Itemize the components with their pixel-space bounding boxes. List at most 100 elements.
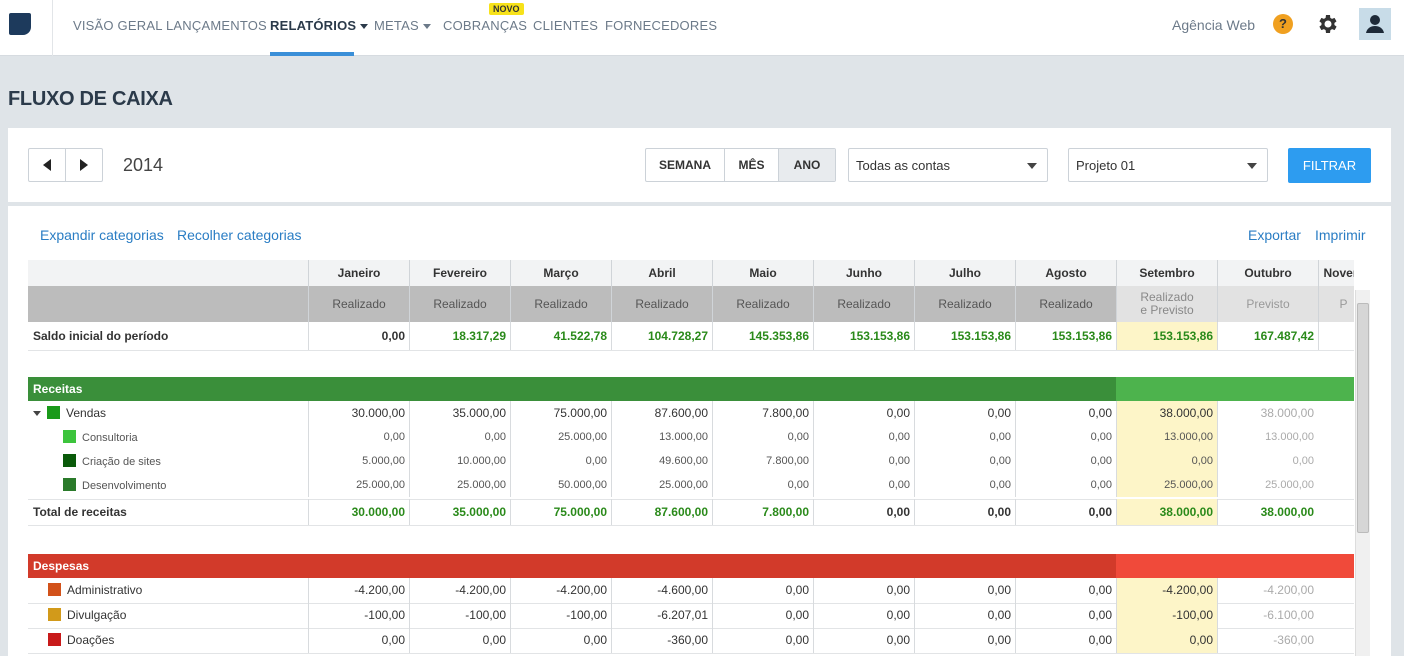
- user-icon: [1366, 15, 1384, 33]
- header-spacer: [28, 260, 308, 286]
- row-label: Criação de sites: [28, 449, 308, 473]
- category-value: 0,00: [914, 449, 1015, 473]
- revenue-subcategory-row: Desenvolvimento 25.000,00 25.000,00 50.000,…: [28, 473, 1354, 497]
- status-header: P: [1318, 286, 1354, 322]
- revenue-subcategory-row: Criação de sites 5.000,00 10.000,00 0,00 49.…: [28, 449, 1354, 473]
- status-header: Realizado: [409, 286, 510, 322]
- nav-cobrancas[interactable]: COBRANÇAS: [443, 18, 528, 33]
- status-header-text: Realizado: [635, 297, 689, 311]
- category-value: 0,00: [1015, 628, 1116, 653]
- category-value: -100,00: [510, 603, 611, 628]
- previous-period-button[interactable]: [29, 149, 66, 181]
- row-label: Administrativo: [28, 578, 308, 603]
- category-value: -4.200,00: [510, 578, 611, 603]
- total-value: 38.000,00: [1116, 499, 1217, 525]
- category-value: 0,00: [409, 628, 510, 653]
- row-divider: [28, 628, 1354, 629]
- row-label: Consultoria: [28, 425, 308, 449]
- row-divider: [28, 499, 1354, 500]
- category-value: 0,00: [914, 425, 1015, 449]
- category-value: 0,00: [914, 628, 1015, 653]
- scrollbar-thumb[interactable]: [1357, 303, 1369, 533]
- print-link[interactable]: Imprimir: [1315, 227, 1366, 243]
- row-label: Total de receitas: [33, 505, 127, 519]
- category-name: Consultoria: [82, 432, 138, 444]
- account-name[interactable]: Agência Web: [1172, 17, 1256, 33]
- nav-clientes[interactable]: CLIENTES: [533, 18, 599, 33]
- category-title: Despesas: [33, 559, 90, 573]
- total-value: 0,00: [813, 499, 914, 525]
- status-header: Realizado: [813, 286, 914, 322]
- category-value: -4.200,00: [1116, 578, 1217, 603]
- expand-categories-link[interactable]: Expandir categorias: [40, 227, 164, 243]
- period-toggle: SEMANA MÊS ANO: [645, 148, 836, 182]
- category-value: 0,00: [308, 425, 409, 449]
- category-name: Vendas: [66, 406, 107, 420]
- status-header: Realizado: [308, 286, 409, 322]
- category-value: 0,00: [813, 425, 914, 449]
- chevron-down-icon: [360, 24, 369, 30]
- category-value: -4.200,00: [308, 578, 409, 603]
- status-header: Realizado: [611, 286, 712, 322]
- balance-value: 153.153,86: [813, 322, 914, 350]
- nav-relatorios[interactable]: RELATÓRIOS: [270, 18, 369, 33]
- category-value: 0,00: [1015, 425, 1116, 449]
- project-select-value: Projeto 01: [1076, 158, 1136, 173]
- export-link[interactable]: Exportar: [1248, 227, 1301, 243]
- expense-category-row: Divulgação -100,00 -100,00 -100,00 -6.207,01…: [28, 603, 1354, 628]
- period-week-button[interactable]: SEMANA: [646, 149, 725, 181]
- status-header-text: e Previsto: [1140, 303, 1194, 317]
- status-header: Realizado: [914, 286, 1015, 322]
- nav-metas[interactable]: METAS: [374, 18, 431, 33]
- gear-icon[interactable]: [1315, 12, 1339, 36]
- dropdown-arrow-icon: [1247, 163, 1257, 169]
- logo-icon[interactable]: [9, 13, 31, 35]
- project-select[interactable]: Projeto 01: [1068, 148, 1268, 182]
- category-value: -100,00: [1116, 603, 1217, 628]
- status-header-text: Realizado: [1140, 290, 1194, 304]
- category-value: 0,00: [409, 425, 510, 449]
- category-value: 0,00: [712, 578, 813, 603]
- category-value: 0,00: [1217, 449, 1318, 473]
- help-icon[interactable]: ?: [1273, 14, 1293, 34]
- category-value: 0,00: [1015, 603, 1116, 628]
- filter-button[interactable]: FILTRAR: [1288, 148, 1371, 183]
- collapse-arrow-icon[interactable]: [33, 411, 41, 417]
- status-header-text: Realizado: [433, 297, 487, 311]
- category-value: 25.000,00: [1217, 473, 1318, 497]
- month-header: Julho: [914, 260, 1015, 286]
- total-value: 0,00: [1015, 499, 1116, 525]
- category-value: 0,00: [914, 401, 1015, 425]
- nav-fornecedores[interactable]: FORNECEDORES: [605, 18, 718, 33]
- category-value: -100,00: [409, 603, 510, 628]
- expense-category-row: Doações 0,00 0,00 0,00 -360,00 0,00 0,00 0,00 0,…: [28, 628, 1354, 653]
- revenue-category-header: Receitas: [28, 377, 1354, 401]
- category-name: Criação de sites: [82, 456, 161, 468]
- total-value: 30.000,00: [308, 499, 409, 525]
- month-header: Abril: [611, 260, 712, 286]
- status-header: Realizado: [510, 286, 611, 322]
- top-navigation: VISÃO GERAL LANÇAMENTOS RELATÓRIOS METAS…: [0, 0, 1404, 56]
- status-header-text: Realizado: [736, 297, 790, 311]
- category-value: 0,00: [1015, 578, 1116, 603]
- row-divider: [28, 350, 1354, 351]
- period-year-button[interactable]: ANO: [779, 149, 835, 181]
- category-value: 38.000,00: [1116, 401, 1217, 425]
- category-name: Desenvolvimento: [82, 480, 167, 492]
- nav-lancamentos[interactable]: LANÇAMENTOS: [166, 18, 267, 33]
- category-value: 5.000,00: [308, 449, 409, 473]
- row-label[interactable]: Vendas: [28, 401, 308, 425]
- category-name: Doações: [67, 633, 115, 647]
- nav-metas-label: METAS: [374, 18, 419, 33]
- row-label: Desenvolvimento: [28, 473, 308, 497]
- category-color-swatch: [48, 633, 61, 646]
- status-header-text: Realizado: [837, 297, 891, 311]
- category-value: 7.800,00: [712, 401, 813, 425]
- next-period-button[interactable]: [66, 149, 103, 181]
- accounts-select[interactable]: Todas as contas: [848, 148, 1048, 182]
- period-month-button[interactable]: MÊS: [725, 149, 779, 181]
- collapse-categories-link[interactable]: Recolher categorias: [177, 227, 302, 243]
- avatar[interactable]: [1359, 8, 1391, 40]
- category-value: 25.000,00: [611, 473, 712, 497]
- nav-visao-geral[interactable]: VISÃO GERAL: [73, 18, 163, 33]
